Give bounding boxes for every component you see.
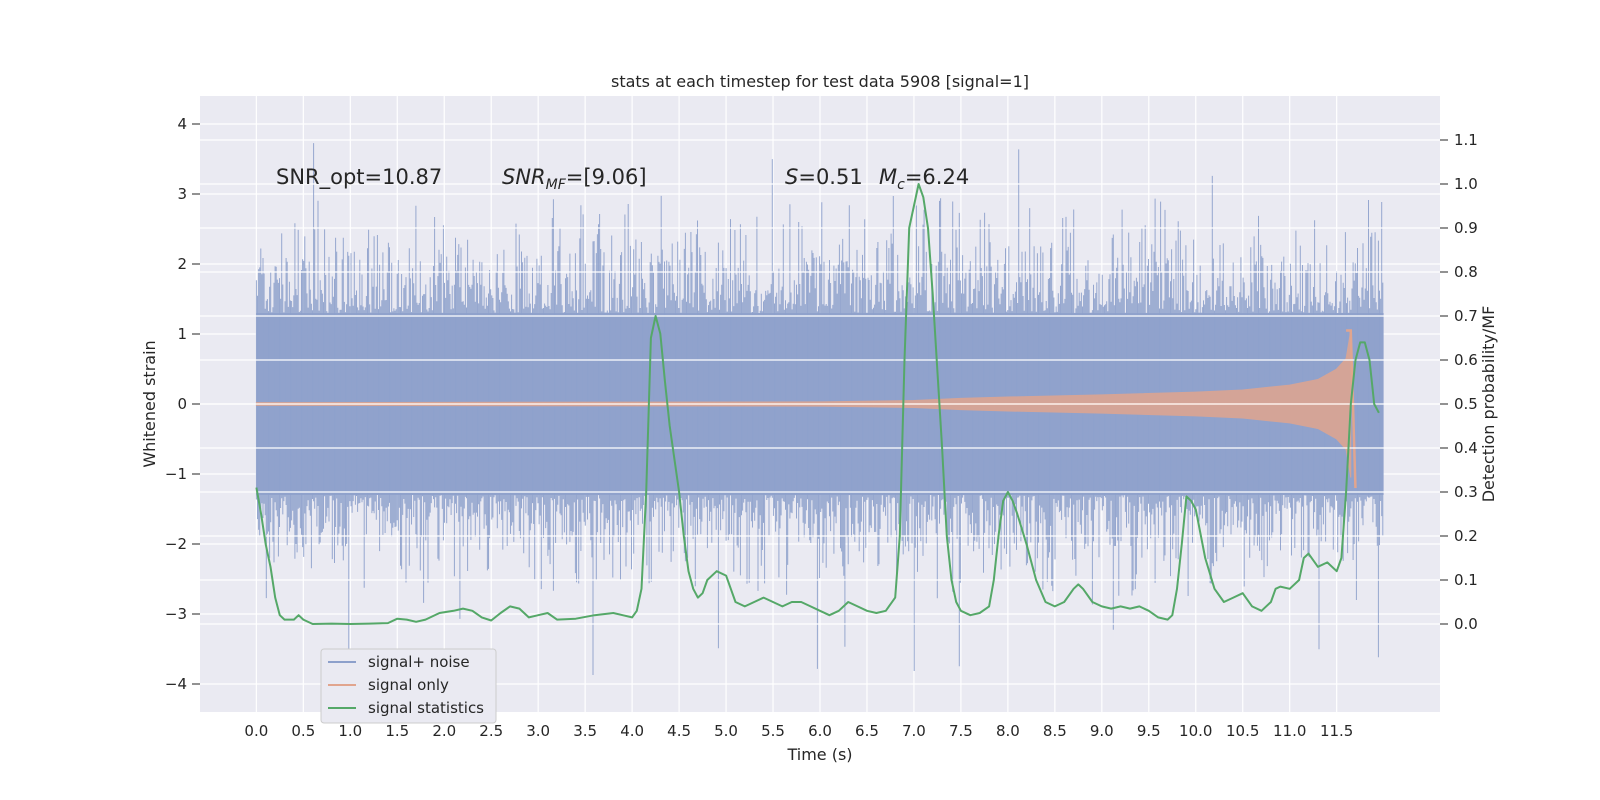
y-right-tick-label: 0.0 <box>1454 615 1478 633</box>
x-tick-label: 0.0 <box>244 722 268 740</box>
x-tick-label: 8.5 <box>1043 722 1067 740</box>
legend-label-signal-noise: signal+ noise <box>368 653 470 671</box>
x-tick-label: 3.5 <box>573 722 597 740</box>
y-axis-right-label: Detection probability/MF <box>1479 306 1498 503</box>
y-tick-label: 3 <box>177 185 187 203</box>
x-tick-label: 2.0 <box>432 722 456 740</box>
x-axis-ticks: 0.0 0.5 1.0 1.5 2.0 2.5 3.0 3.5 4.0 4.5 5.0 5.5 6.0 6… <box>244 722 1353 740</box>
x-tick-label: 10.5 <box>1226 722 1259 740</box>
x-tick-label: 7.0 <box>902 722 926 740</box>
x-tick-label: 6.0 <box>808 722 832 740</box>
s-value: =0.51 <box>798 165 862 189</box>
y-right-tick-label: 0.9 <box>1454 219 1478 237</box>
y-right-tick-label: 1.0 <box>1454 175 1478 193</box>
y-right-tick-label: 0.2 <box>1454 527 1478 545</box>
s-symbol: S <box>785 165 798 189</box>
x-tick-label: 5.5 <box>761 722 785 740</box>
annotation-snr-opt: SNR_opt=10.87 <box>276 165 442 190</box>
y-tick-label: −4 <box>165 675 187 693</box>
y-axis-right-ticks: 0.0 0.1 0.2 0.3 0.4 0.5 0.6 0.7 0.8 0.9 1.0 1.1 <box>1440 131 1478 633</box>
y-right-tick-label: 0.5 <box>1454 395 1478 413</box>
y-tick-label: 4 <box>177 115 187 133</box>
y-right-tick-label: 0.1 <box>1454 571 1478 589</box>
x-tick-label: 1.0 <box>338 722 362 740</box>
x-tick-label: 3.0 <box>526 722 550 740</box>
annotation-s: S=0.51 <box>785 165 863 189</box>
signal-statistics-series <box>255 183 1380 625</box>
right-grid <box>200 139 1440 625</box>
legend-label-signal-statistics: signal statistics <box>368 699 484 717</box>
snr-mf-symbol: SNR <box>502 165 546 189</box>
x-tick-label: 11.0 <box>1273 722 1306 740</box>
y-tick-label: −3 <box>165 605 187 623</box>
y-tick-label: 0 <box>177 395 187 413</box>
y-right-tick-label: 0.4 <box>1454 439 1478 457</box>
annotation-snr-mf: SNRMF=[9.06] <box>502 165 647 193</box>
x-tick-label: 2.5 <box>479 722 503 740</box>
y-tick-label: 2 <box>177 255 187 273</box>
y-tick-label: 1 <box>177 325 187 343</box>
mc-subscript: c <box>897 177 905 193</box>
y-right-tick-label: 0.3 <box>1454 483 1478 501</box>
legend-label-signal-only: signal only <box>368 676 449 694</box>
y-axis-ticks: −4 −3 −2 −1 0 1 2 3 4 <box>165 115 200 693</box>
snr-mf-value: =[9.06] <box>566 165 647 189</box>
x-tick-label: 6.5 <box>855 722 879 740</box>
y-axis-label: Whitened strain <box>140 340 159 467</box>
legend-box <box>320 648 497 724</box>
x-tick-label: 5.0 <box>714 722 738 740</box>
legend: signal+ noise signal only signal statist… <box>320 648 497 724</box>
y-right-tick-label: 0.6 <box>1454 351 1478 369</box>
y-right-tick-label: 0.8 <box>1454 263 1478 281</box>
x-tick-label: 9.5 <box>1137 722 1161 740</box>
x-tick-label: 1.5 <box>385 722 409 740</box>
x-tick-label: 4.0 <box>620 722 644 740</box>
y-tick-label: −2 <box>165 535 187 553</box>
annotation-mc: Mc=6.24 <box>879 165 969 193</box>
x-tick-label: 10.0 <box>1179 722 1212 740</box>
statistics-line <box>255 183 1380 625</box>
mc-symbol: M <box>879 165 897 189</box>
y-right-tick-label: 0.7 <box>1454 307 1478 325</box>
x-tick-label: 4.5 <box>667 722 691 740</box>
snr-mf-subscript: MF <box>546 177 567 193</box>
x-tick-label: 9.0 <box>1090 722 1114 740</box>
x-tick-label: 7.5 <box>949 722 973 740</box>
x-axis-label: Time (s) <box>786 745 852 764</box>
x-tick-label: 8.0 <box>996 722 1020 740</box>
y-right-tick-label: 1.1 <box>1454 131 1478 149</box>
signal-merger-spike <box>1346 329 1357 489</box>
x-tick-label: 11.5 <box>1320 722 1353 740</box>
mc-value: =6.24 <box>905 165 969 189</box>
x-tick-label: 0.5 <box>291 722 315 740</box>
y-tick-label: −1 <box>165 465 187 483</box>
chart-title: stats at each timestep for test data 590… <box>611 72 1029 91</box>
